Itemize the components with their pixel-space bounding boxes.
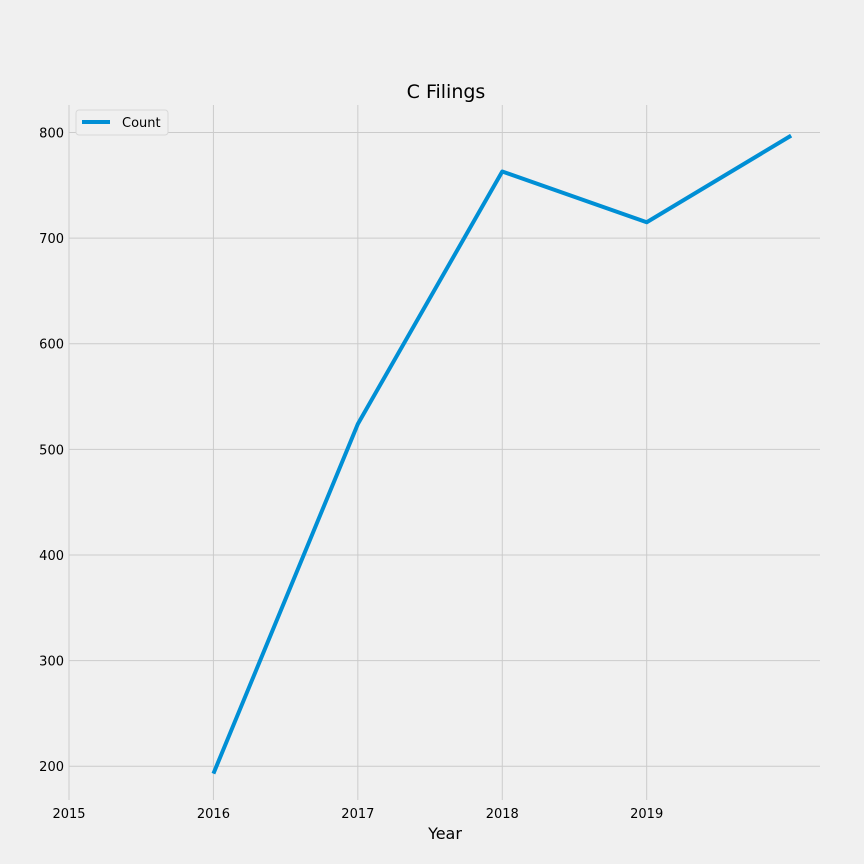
tick-labels: 200 300 400 500 600 700 800 2015 2016 2017 2018 201… <box>39 126 663 822</box>
y-tick-label: 200 <box>39 760 64 775</box>
y-tick-label: 500 <box>39 443 64 458</box>
y-tick-label: 300 <box>39 655 64 670</box>
x-tick-label: 2016 <box>197 807 230 822</box>
chart-title: C Filings <box>407 81 486 103</box>
x-tick-label: 2018 <box>486 807 519 822</box>
series-line-count <box>211 133 793 775</box>
legend-box <box>75 109 169 136</box>
y-tick-label: 400 <box>39 549 64 564</box>
y-tick-label: 600 <box>39 338 64 353</box>
y-tick-label: 800 <box>39 126 64 141</box>
series-layer <box>211 133 793 775</box>
legend-entry-count: Count <box>122 116 161 131</box>
x-tick-label: 2015 <box>52 807 85 822</box>
legend: Count <box>75 109 169 136</box>
grid <box>68 105 820 800</box>
x-tick-label: 2019 <box>630 807 663 822</box>
y-tick-label: 700 <box>39 232 64 247</box>
x-axis-label: Year <box>427 824 462 843</box>
x-tick-label: 2017 <box>341 807 374 822</box>
